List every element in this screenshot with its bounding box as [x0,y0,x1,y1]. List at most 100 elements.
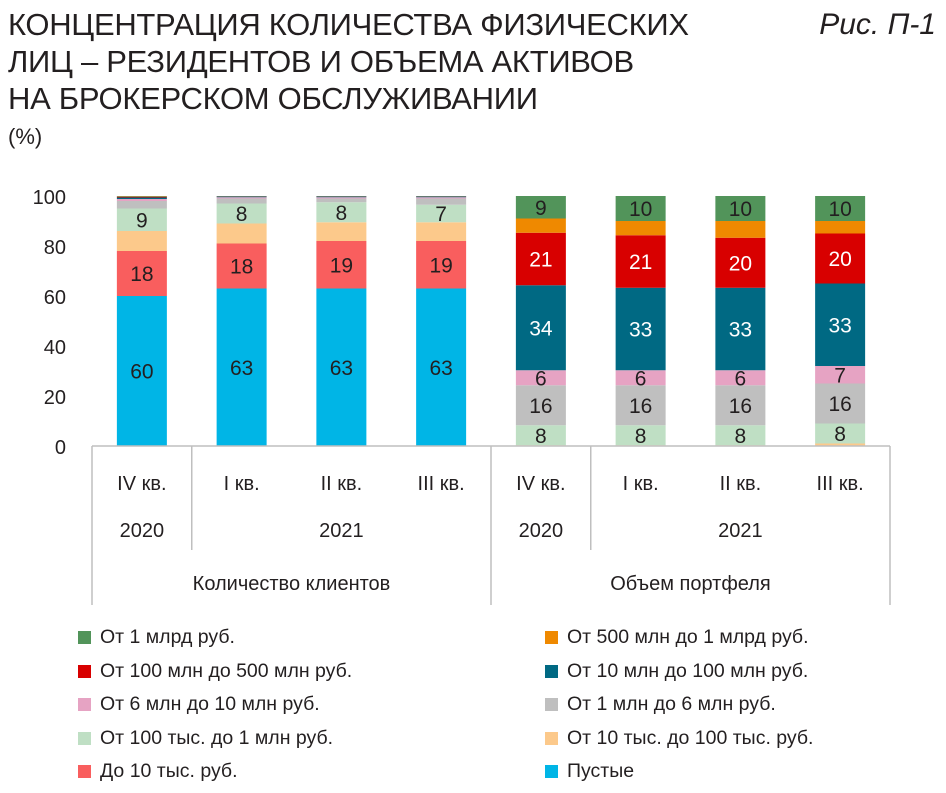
bar-segment [216,203,267,224]
bar-segment [416,222,467,241]
bar-segment [116,208,167,231]
x-tick-label-year: 2021 [718,520,763,542]
bar-segment [316,202,367,223]
y-tick-label: 80 [44,237,66,259]
legend-label: От 1 млн до 6 млн руб. [567,693,776,715]
bar-segment [116,196,167,197]
legend-item: Пустые [545,760,634,783]
x-tick-label-quarter: II кв. [720,473,762,495]
legend-swatch [78,631,91,644]
y-tick-label: 60 [44,287,66,309]
bar-segment [715,425,766,446]
bar-data-label: 8 [535,425,547,448]
x-group-label: Количество клиентов [193,573,391,595]
legend-swatch [78,765,91,778]
legend-label: От 10 тыс. до 100 тыс. руб. [567,726,814,749]
bar-data-label: 60 [130,361,153,384]
bar-segment [116,231,167,251]
bar-data-label: 16 [828,393,851,416]
bar-data-label: 20 [729,252,752,275]
bar-segment [216,288,267,446]
bar-data-label: 63 [330,357,353,380]
bar-data-label: 33 [828,314,851,337]
bar-segment [715,370,766,386]
bar-data-label: 9 [535,197,547,220]
bar-data-label: 19 [429,254,452,277]
legend-swatch [78,698,91,711]
x-tick-label-quarter: IV кв. [516,473,565,495]
bar-data-label: 63 [230,357,253,380]
bar-segment [715,221,766,238]
bar-data-label: 33 [729,319,752,342]
bar-segment [116,197,167,199]
y-tick-label: 0 [55,437,66,459]
bar-segment [116,196,167,198]
bar-data-label: 8 [236,203,248,226]
bar-segment [815,366,866,384]
bar-segment [815,221,866,234]
bar-data-label: 10 [629,198,652,221]
bar-segment [416,196,467,198]
bar-segment [715,385,766,426]
legend-item: От 500 млн до 1 млрд руб. [545,626,809,649]
x-tick-label-quarter: III кв. [418,473,465,495]
legend-swatch [545,731,558,745]
bar-segment [416,241,467,289]
bar-data-label: 8 [336,202,348,225]
bar-data-label: 9 [136,209,148,232]
bar-data-label: 10 [729,198,752,221]
bar-segment [116,201,167,209]
chart-legend: От 1 млрд руб. От 500 млн до 1 млрд руб. О… [0,620,946,790]
legend-swatch [545,698,558,711]
bar-data-label: 7 [834,364,846,387]
bar-data-label: 7 [435,203,447,226]
bar-segment [416,197,467,199]
legend-swatch [545,664,558,678]
bar-data-label: 10 [828,198,851,221]
bar-segment [316,241,367,289]
bar-segment [615,235,666,288]
bar-segment [715,287,766,371]
bar-data-label: 6 [635,367,647,390]
bar-segment [116,296,167,446]
bar-data-label: 16 [629,395,652,418]
legend-item: До 10 тыс. руб. [78,760,238,783]
bar-segment [416,204,467,223]
bar-segment [615,425,666,446]
bar-segment [815,233,866,284]
unit-label: (%) [8,124,43,149]
bar-segment [815,383,866,424]
bar-data-label: 16 [529,395,552,418]
legend-item: От 1 млн до 6 млн руб. [545,693,776,716]
x-tick-label-quarter: II кв. [321,473,363,495]
legend-label: От 100 тыс. до 1 млн руб. [100,726,334,749]
bar-segment [316,196,367,198]
legend-item: От 10 млн до 100 млн руб. [545,660,808,683]
bar-segment [815,283,866,366]
bar-segment [416,198,467,205]
chart-title-line: НА БРОКЕРСКОМ ОБСЛУЖИВАНИИ [8,81,538,116]
chart-title-line: ЛИЦ – РЕЗИДЕНТОВ И ОБЪЕМА АКТИВОВ [8,44,634,79]
legend-swatch [545,765,558,778]
figure-label: Рис. П-1 [819,8,936,41]
legend-item: От 100 млн до 500 млн руб. [78,660,352,683]
bar-segment [515,370,566,386]
bar-segment [815,423,866,444]
legend-item: От 6 млн до 10 млн руб. [78,693,320,716]
bar-segment [216,198,267,204]
bar-segment [515,232,566,286]
bar-segment [515,218,566,233]
bar-data-label: 8 [834,423,846,446]
bar-segment [416,288,467,446]
legend-swatch [545,631,558,644]
chart-title-line: КОНЦЕНТРАЦИЯ КОЛИЧЕСТВА ФИЗИЧЕСКИХ [8,7,689,42]
bar-data-label: 6 [535,367,547,390]
bar-segment [815,196,866,221]
bar-segment [615,196,666,221]
y-tick-label: 20 [44,387,66,409]
bar-segment [615,221,666,236]
x-group-label: Объем портфеля [610,573,771,595]
bar-data-label: 34 [529,317,553,340]
bar-segment [615,385,666,426]
x-tick-label-quarter: III кв. [817,473,864,495]
